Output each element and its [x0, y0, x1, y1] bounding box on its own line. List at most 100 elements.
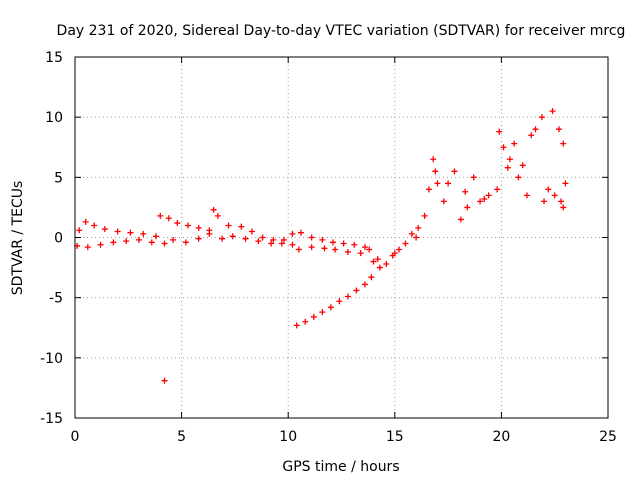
data-point	[560, 140, 567, 147]
data-point	[157, 212, 164, 219]
data-point	[174, 220, 181, 227]
data-point	[494, 186, 501, 193]
data-point	[391, 250, 398, 257]
data-point	[280, 236, 287, 243]
grid-layer	[75, 57, 608, 418]
data-point	[184, 222, 191, 229]
data-point	[319, 236, 326, 243]
data-point	[297, 229, 304, 236]
y-tick-label: 5	[54, 170, 63, 186]
y-axis-label: SDTVAR / TECUs	[10, 181, 26, 296]
data-point	[82, 218, 89, 225]
data-point	[289, 230, 296, 237]
data-point	[219, 235, 226, 242]
data-point	[76, 227, 83, 234]
y-tick-label: 10	[45, 110, 63, 126]
data-point	[538, 114, 545, 121]
data-point	[457, 216, 464, 223]
tick-layer: 0 5 10 15 20 25 -15 -10 -5 0 5 10 15	[40, 50, 617, 445]
data-point	[97, 241, 104, 248]
data-point	[519, 162, 526, 169]
data-point	[329, 239, 336, 246]
data-point	[549, 108, 556, 115]
data-point	[289, 241, 296, 248]
data-point	[558, 198, 565, 205]
data-point	[353, 287, 360, 294]
data-point	[270, 236, 277, 243]
series-lower-band	[74, 230, 373, 257]
data-point	[148, 239, 155, 246]
data-point	[170, 236, 177, 243]
data-point	[366, 246, 373, 253]
data-point	[432, 168, 439, 175]
data-point	[485, 192, 492, 199]
data-point	[135, 236, 142, 243]
data-point	[153, 233, 160, 240]
data-point	[238, 223, 245, 230]
data-point	[374, 256, 381, 263]
data-point	[545, 186, 552, 193]
plot-frame	[74, 56, 609, 419]
data-point	[101, 226, 108, 233]
data-point	[161, 377, 168, 384]
data-point	[434, 180, 441, 187]
chart-title: Day 231 of 2020, Sidereal Day-to-day VTE…	[57, 23, 626, 39]
data-point	[268, 240, 275, 247]
data-point	[515, 174, 522, 181]
data-point	[481, 195, 488, 202]
data-point	[541, 198, 548, 205]
data-point	[293, 322, 300, 329]
data-point	[319, 309, 326, 316]
data-point	[430, 156, 437, 163]
x-tick-label: 20	[492, 429, 510, 445]
data-point	[370, 258, 377, 265]
x-tick-label: 15	[386, 429, 404, 445]
data-point	[440, 198, 447, 205]
data-point	[310, 313, 317, 320]
data-point	[195, 235, 202, 242]
data-point	[500, 144, 507, 151]
data-point	[165, 215, 172, 222]
data-point	[110, 239, 117, 246]
data-point	[123, 238, 130, 245]
data-point	[140, 230, 147, 237]
data-point	[344, 293, 351, 300]
data-point	[504, 164, 511, 171]
data-point	[408, 230, 415, 237]
x-axis-label: GPS time / hours	[282, 459, 399, 475]
data-point	[532, 126, 539, 133]
data-point	[496, 128, 503, 135]
data-point	[295, 246, 302, 253]
data-points-layer	[74, 108, 569, 384]
data-point	[308, 234, 315, 241]
data-point	[206, 230, 213, 237]
x-tick-label: 25	[599, 429, 617, 445]
data-point	[464, 204, 471, 211]
data-point	[214, 212, 221, 219]
data-point	[462, 188, 469, 195]
data-point	[555, 126, 562, 133]
data-point	[396, 246, 403, 253]
data-point	[340, 240, 347, 247]
data-point	[506, 156, 513, 163]
y-tick-label: 0	[54, 231, 63, 247]
data-point	[321, 245, 328, 252]
data-point	[308, 244, 315, 251]
data-point	[114, 228, 121, 235]
data-point	[368, 274, 375, 281]
data-point	[470, 174, 477, 181]
data-point	[327, 304, 334, 311]
data-point	[477, 198, 484, 205]
x-tick-label: 0	[71, 429, 80, 445]
data-point	[255, 238, 262, 245]
data-point	[445, 180, 452, 187]
data-point	[451, 168, 458, 175]
data-point	[195, 224, 202, 231]
data-point	[302, 318, 309, 325]
data-point	[210, 206, 217, 213]
series-upper-band	[76, 206, 368, 251]
data-point	[225, 222, 232, 229]
series-outlier	[161, 377, 168, 384]
data-point	[182, 239, 189, 246]
